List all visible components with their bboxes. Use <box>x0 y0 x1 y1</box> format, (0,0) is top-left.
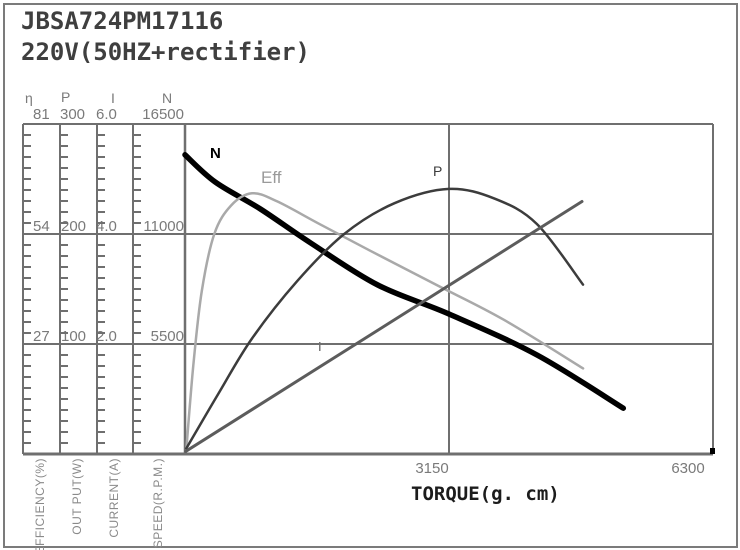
torque-tick-6300: 6300 <box>671 460 705 477</box>
current-curve <box>184 200 584 453</box>
power-curve-label: P <box>433 163 443 179</box>
speed-tick-11000: 11000 <box>143 218 184 235</box>
power-tick-300: 300 <box>60 106 86 123</box>
eta-tick-27: 27 <box>33 328 50 345</box>
data-series-curves <box>182 152 627 453</box>
eta-tick-54: 54 <box>33 218 50 235</box>
output-power-curve <box>185 187 585 450</box>
speed-curve-label: N <box>210 145 221 162</box>
current-axis-header: I <box>111 90 115 106</box>
torque-axis-title: TORQUE(g. cm) <box>411 483 560 505</box>
speed-tick-5500: 5500 <box>150 328 184 345</box>
model-number: JBSA724PM17116 <box>21 7 224 35</box>
efficiency-curve-label: Eff <box>261 168 282 187</box>
efficiency-curve <box>185 191 585 452</box>
title-block: JBSA724PM17116 220V(50HZ+rectifier) <box>21 6 310 68</box>
minor-tick-marks <box>24 134 141 444</box>
speed-axis-header: N <box>162 90 173 106</box>
power-axis-header: P <box>61 89 71 105</box>
torque-tick-3150: 3150 <box>415 460 449 477</box>
eta-tick-81: 81 <box>33 106 50 123</box>
grid-lines <box>22 123 714 456</box>
current-tick-6: 6.0 <box>96 106 117 123</box>
voltage-spec: 220V(50HZ+rectifier) <box>21 38 310 66</box>
speed-tick-16500: 16500 <box>142 106 184 123</box>
current-curve-label: I <box>318 339 322 354</box>
eta-axis-header: η <box>25 90 33 106</box>
x-axis-end-tick <box>710 448 715 454</box>
speed-curve <box>182 152 627 411</box>
outer-frame <box>3 3 738 548</box>
